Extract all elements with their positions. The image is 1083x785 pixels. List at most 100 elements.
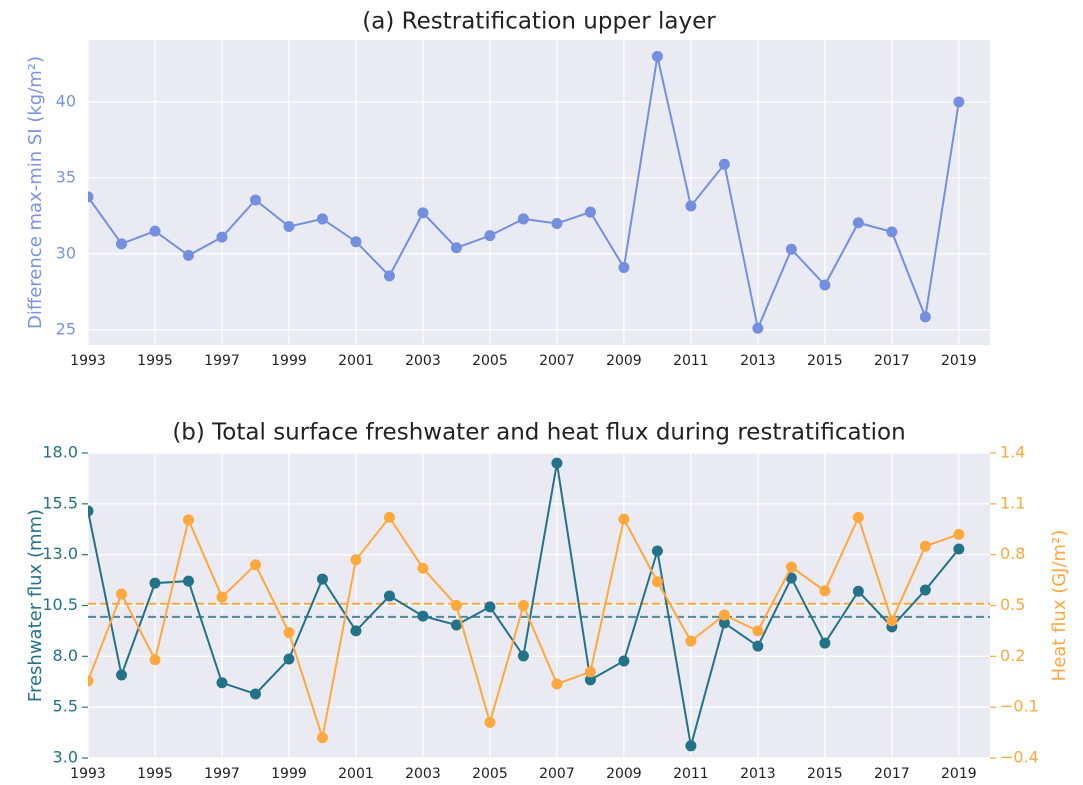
y-axis-label: Freshwater flux (mm) [25, 509, 46, 702]
data-point [88, 191, 94, 203]
data-point [182, 514, 194, 526]
x-tick-label: 1995 [137, 353, 173, 369]
x-tick-label: 1999 [271, 766, 307, 782]
data-point [316, 573, 328, 585]
data-point [450, 619, 462, 631]
data-point [316, 213, 328, 225]
data-point [852, 217, 864, 229]
data-point [115, 669, 127, 681]
y2-tick-label: 0.2 [1000, 646, 1025, 665]
x-tick-label: 2011 [673, 353, 709, 369]
data-point [953, 96, 965, 108]
data-point [718, 617, 730, 629]
data-point [383, 270, 395, 282]
data-point [718, 158, 730, 170]
data-point [651, 50, 663, 62]
y-tick-label: 30 [56, 243, 76, 262]
data-point [819, 637, 831, 649]
x-tick-label: 2007 [539, 353, 575, 369]
x-tick-label: 2011 [673, 766, 709, 782]
x-tick-label: 2009 [606, 766, 642, 782]
data-point [149, 654, 161, 666]
x-tick-label: 2015 [807, 353, 843, 369]
data-point [551, 457, 563, 469]
x-tick-label: 2003 [405, 766, 441, 782]
data-point [618, 513, 630, 525]
data-point [886, 226, 898, 238]
data-point [383, 590, 395, 602]
data-point [216, 677, 228, 689]
data-point [182, 575, 194, 587]
data-point [953, 543, 965, 555]
data-point [919, 311, 931, 323]
chart-title: (a) Restratification upper layer [362, 9, 716, 35]
data-point [953, 528, 965, 540]
data-point [249, 194, 261, 206]
data-point [484, 601, 496, 613]
x-tick-label: 2017 [874, 766, 910, 782]
data-point [852, 585, 864, 597]
data-point [249, 559, 261, 571]
data-point [752, 640, 764, 652]
data-point [618, 655, 630, 667]
y2-axis-label: Heat flux (GJ/m²) [1049, 530, 1070, 682]
y2-tick-label: 0.8 [1000, 544, 1025, 563]
data-point [618, 262, 630, 274]
x-tick-label: 2019 [941, 353, 977, 369]
data-point [785, 572, 797, 584]
x-tick-label: 2007 [539, 766, 575, 782]
x-tick-label: 1999 [271, 353, 307, 369]
x-tick-label: 2017 [874, 353, 910, 369]
data-point [450, 600, 462, 611]
y-tick-label: 5.5 [53, 697, 78, 716]
x-tick-label: 1993 [70, 766, 106, 782]
data-point [651, 545, 663, 557]
data-point [919, 584, 931, 596]
data-point [785, 561, 797, 573]
data-point [752, 625, 764, 637]
data-point [919, 540, 931, 552]
data-point [718, 609, 730, 621]
data-point [685, 740, 697, 752]
data-point [383, 511, 395, 523]
y-axis-label: Difference max-min SI (kg/m²) [25, 56, 46, 329]
data-point [752, 322, 764, 334]
x-tick-label: 2003 [405, 353, 441, 369]
data-point [785, 243, 797, 255]
y2-tick-label: −0.4 [1000, 748, 1039, 767]
data-point [216, 591, 228, 603]
data-point [88, 675, 94, 687]
y-tick-label: 40 [56, 91, 76, 110]
y-tick-label: 15.5 [42, 493, 78, 512]
data-point [551, 217, 563, 229]
data-point [584, 666, 596, 678]
y-tick-label: 10.5 [42, 595, 78, 614]
data-point [651, 576, 663, 588]
data-point [852, 511, 864, 523]
x-tick-label: 2005 [472, 353, 508, 369]
data-point [484, 230, 496, 242]
y-tick-label: 18.0 [42, 443, 78, 462]
data-point [149, 577, 161, 589]
data-point [685, 200, 697, 212]
data-point [685, 635, 697, 647]
data-point [283, 627, 295, 639]
data-point [115, 588, 127, 600]
data-point [886, 615, 898, 627]
x-tick-label: 2001 [338, 766, 374, 782]
data-point [417, 207, 429, 219]
y-tick-label: 8.0 [53, 646, 78, 665]
y-tick-label: 13.0 [42, 544, 78, 563]
data-point [216, 231, 228, 243]
data-point [819, 279, 831, 291]
data-point [249, 688, 261, 700]
data-point [517, 213, 529, 225]
x-tick-label: 2019 [941, 766, 977, 782]
data-point [149, 225, 161, 237]
x-tick-label: 1997 [204, 353, 240, 369]
chart-title: (b) Total surface freshwater and heat fl… [172, 420, 905, 446]
data-point [350, 236, 362, 248]
data-point [283, 653, 295, 665]
data-point [417, 562, 429, 574]
